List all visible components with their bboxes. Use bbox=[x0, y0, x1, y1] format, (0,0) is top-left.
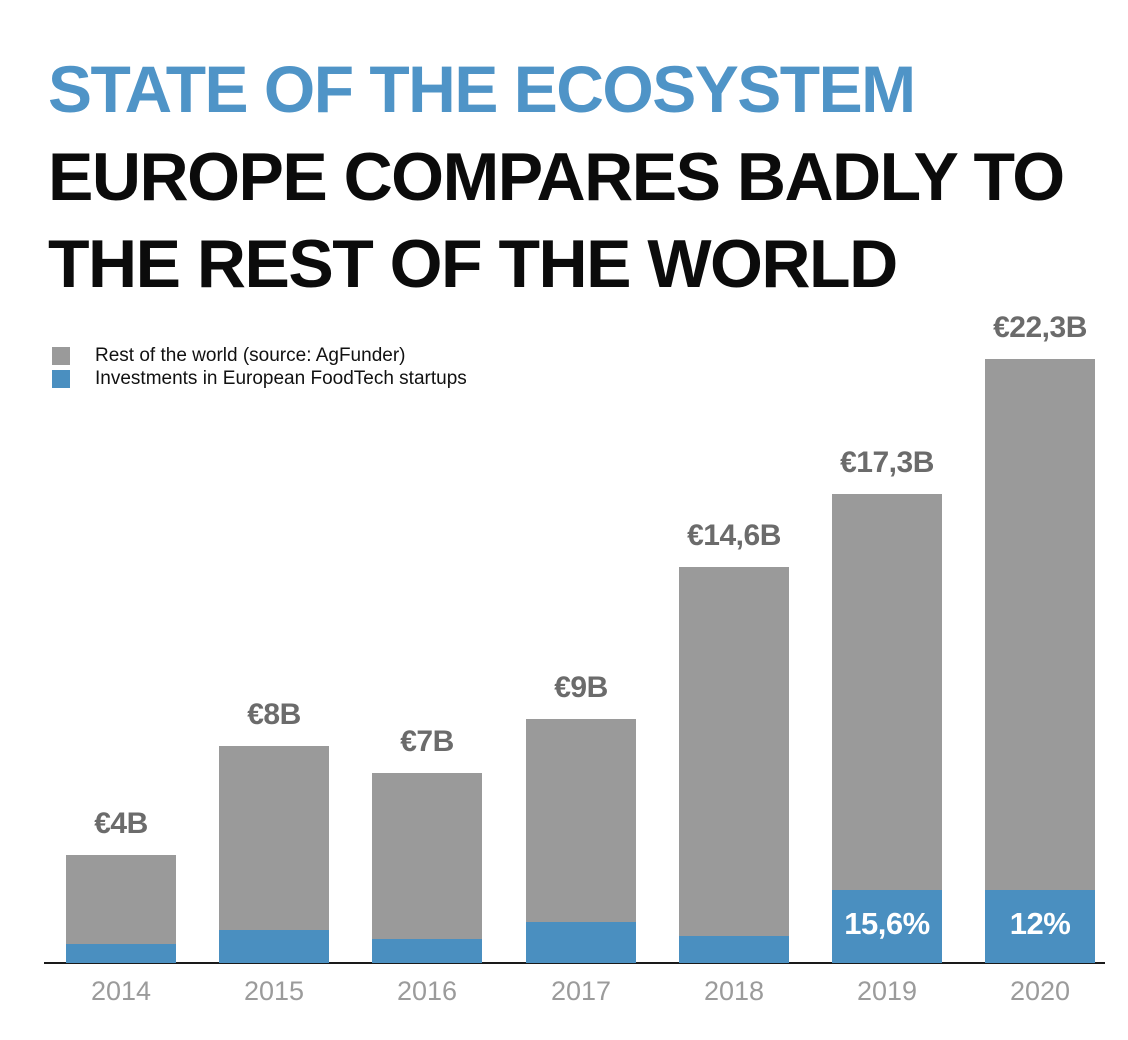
bar-total-label: €7B bbox=[400, 725, 454, 758]
bar-segment-europe bbox=[679, 936, 789, 963]
bar-segment-europe bbox=[372, 939, 482, 963]
bar-total-label: €4B bbox=[94, 807, 148, 840]
x-axis-label-2014: 2014 bbox=[90, 976, 152, 1006]
bar-2019: 15,6% bbox=[832, 494, 942, 963]
bar-2018 bbox=[679, 567, 789, 963]
bar-2020: 12% bbox=[985, 359, 1095, 963]
bar-segment-rest-of-world bbox=[832, 494, 942, 963]
x-axis-label-2020: 2020 bbox=[1009, 976, 1071, 1006]
legend-swatch-gray bbox=[52, 346, 70, 365]
legend-label: Rest of the world (source: AgFunder) bbox=[95, 344, 406, 366]
page-title-line3: THE REST OF THE WORLD bbox=[48, 226, 898, 302]
x-axis-line bbox=[44, 962, 1105, 964]
bar-2014 bbox=[66, 855, 176, 963]
bar-total-label: €9B bbox=[554, 671, 608, 704]
legend-item-rest-of-world: Rest of the world (source: AgFunder) bbox=[52, 344, 467, 367]
bar-percent-label: 15,6% bbox=[844, 906, 930, 941]
bar-segment-europe: 12% bbox=[985, 890, 1095, 963]
bar-segment-europe bbox=[526, 922, 636, 963]
bar-segment-europe: 15,6% bbox=[832, 890, 942, 963]
bar-segment-rest-of-world bbox=[219, 746, 329, 963]
x-axis-label-2017: 2017 bbox=[550, 976, 612, 1006]
bar-segment-rest-of-world bbox=[679, 567, 789, 963]
bar-segment-europe bbox=[66, 944, 176, 963]
page-title-line2: EUROPE COMPARES BADLY TO bbox=[48, 139, 1065, 215]
x-axis-label-2019: 2019 bbox=[856, 976, 918, 1006]
x-axis-label-2018: 2018 bbox=[703, 976, 765, 1006]
x-axis-label-2016: 2016 bbox=[396, 976, 458, 1006]
legend-label: Investments in European FoodTech startup… bbox=[95, 367, 467, 389]
bar-segment-rest-of-world bbox=[985, 359, 1095, 963]
legend-swatch-blue bbox=[52, 369, 70, 388]
bar-segment-rest-of-world bbox=[372, 773, 482, 963]
bar-total-label: €17,3B bbox=[840, 446, 934, 479]
bar-2016 bbox=[372, 773, 482, 963]
page-title-accent: STATE OF THE ECOSYSTEM bbox=[48, 52, 916, 126]
bar-total-label: €8B bbox=[247, 698, 301, 731]
legend-item-european-investments: Investments in European FoodTech startup… bbox=[52, 367, 467, 390]
x-axis-label-2015: 2015 bbox=[243, 976, 305, 1006]
bar-2017 bbox=[526, 719, 636, 963]
bar-total-label: €22,3B bbox=[993, 311, 1087, 344]
bar-segment-europe bbox=[219, 930, 329, 963]
bar-2015 bbox=[219, 746, 329, 963]
bar-total-label: €14,6B bbox=[687, 519, 781, 552]
bar-percent-label: 12% bbox=[1009, 906, 1071, 941]
chart-legend: Rest of the world (source: AgFunder) Inv… bbox=[52, 344, 467, 390]
